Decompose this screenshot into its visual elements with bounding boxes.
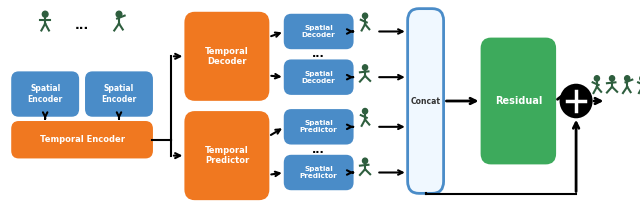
FancyBboxPatch shape bbox=[185, 13, 269, 100]
Text: Residual: Residual bbox=[495, 96, 542, 106]
Text: Spatial
Predictor: Spatial Predictor bbox=[300, 120, 337, 133]
Circle shape bbox=[625, 76, 630, 81]
Text: ...: ... bbox=[312, 145, 325, 155]
Text: Temporal
Decoder: Temporal Decoder bbox=[205, 47, 249, 66]
Text: Spatial
Encoder: Spatial Encoder bbox=[101, 84, 136, 104]
Text: Spatial
Predictor: Spatial Predictor bbox=[300, 166, 337, 179]
Text: Spatial
Decoder: Spatial Decoder bbox=[302, 71, 335, 84]
FancyBboxPatch shape bbox=[285, 110, 353, 144]
FancyBboxPatch shape bbox=[285, 15, 353, 48]
Text: Spatial
Encoder: Spatial Encoder bbox=[28, 84, 63, 104]
Circle shape bbox=[362, 65, 367, 70]
Text: ...: ... bbox=[312, 49, 325, 59]
Text: Temporal
Predictor: Temporal Predictor bbox=[205, 146, 249, 165]
Circle shape bbox=[561, 85, 591, 117]
Circle shape bbox=[362, 108, 367, 114]
Text: Spatial
Decoder: Spatial Decoder bbox=[302, 25, 335, 38]
FancyBboxPatch shape bbox=[185, 112, 269, 199]
Text: Temporal Encoder: Temporal Encoder bbox=[40, 135, 125, 144]
Text: Concat: Concat bbox=[411, 97, 440, 105]
FancyBboxPatch shape bbox=[285, 156, 353, 189]
Text: ...: ... bbox=[75, 19, 89, 32]
FancyBboxPatch shape bbox=[285, 60, 353, 94]
FancyBboxPatch shape bbox=[86, 72, 152, 116]
Circle shape bbox=[116, 11, 122, 17]
FancyBboxPatch shape bbox=[481, 38, 556, 164]
Circle shape bbox=[595, 76, 600, 81]
Circle shape bbox=[362, 13, 367, 19]
FancyBboxPatch shape bbox=[12, 122, 152, 158]
Circle shape bbox=[609, 76, 614, 81]
FancyBboxPatch shape bbox=[12, 72, 78, 116]
Circle shape bbox=[42, 11, 48, 17]
Circle shape bbox=[362, 158, 367, 163]
FancyBboxPatch shape bbox=[408, 9, 444, 193]
